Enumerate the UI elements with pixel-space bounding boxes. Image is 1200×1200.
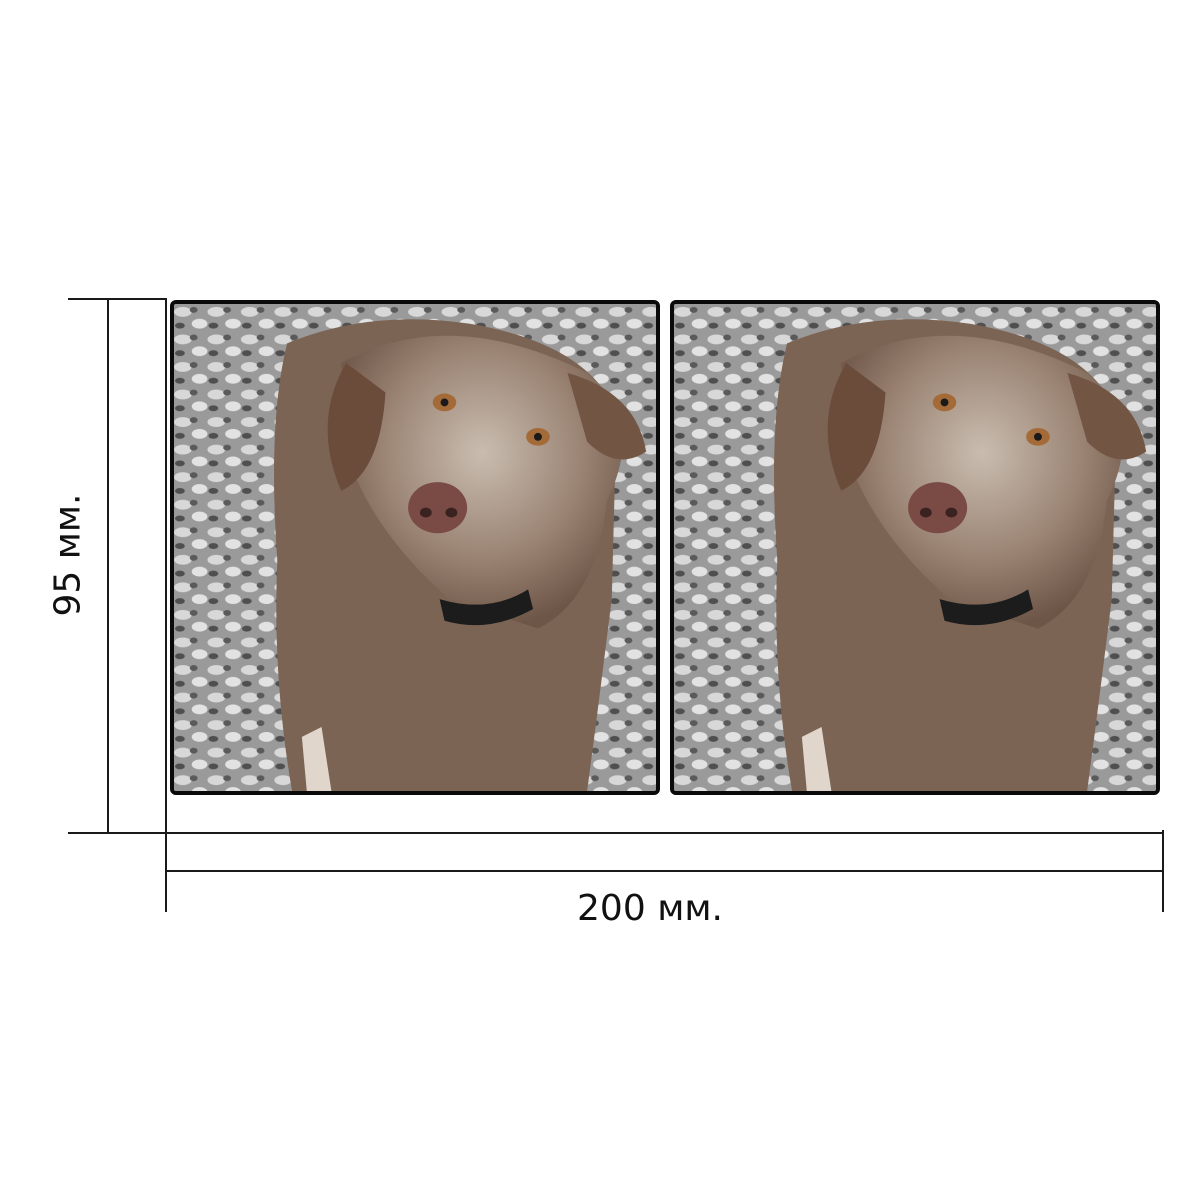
- dog-photo-panel-left: [170, 300, 660, 795]
- height-dim-top-tick: [68, 298, 166, 300]
- dog-photo-panel-right: [670, 300, 1160, 795]
- height-label: 95 мм.: [47, 493, 89, 617]
- height-dim-bottom-tick: [68, 832, 166, 834]
- dog-photo-right: [674, 304, 1156, 791]
- width-dim-top-line: [165, 832, 1164, 834]
- height-dim-vertical-line: [107, 298, 109, 834]
- width-dim-bottom-line: [165, 870, 1164, 872]
- width-dim-left-tick: [165, 298, 167, 912]
- width-label: 200 мм.: [577, 888, 723, 929]
- dog-photo-left: [174, 304, 656, 791]
